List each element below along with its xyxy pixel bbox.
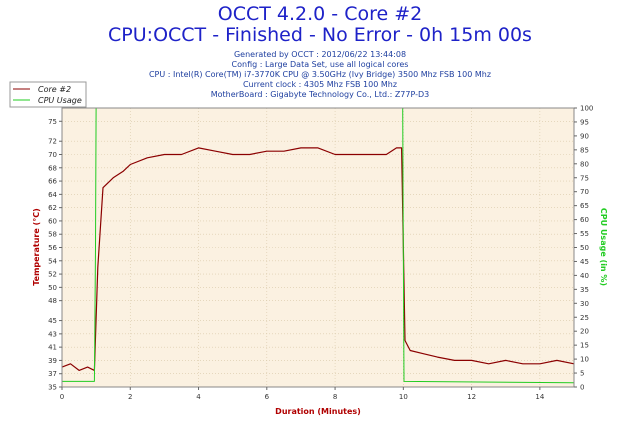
y-tick-label: 37 [48,370,57,378]
y-tick-label: 52 [48,271,57,279]
y2-tick-label: 10 [580,356,589,364]
x-tick-label: 2 [128,393,132,401]
y-tick-label: 70 [48,151,57,159]
y-tick-label: 60 [48,217,57,225]
y2-tick-label: 100 [580,105,593,113]
x-tick-label: 14 [535,393,544,401]
y-tick-label: 62 [48,204,57,212]
y2-tick-label: 95 [580,118,589,126]
legend-box [9,81,87,108]
y2-tick-label: 65 [580,202,589,210]
info-motherboard: MotherBoard : Gigabyte Technology Co., L… [210,90,430,99]
y-tick-label: 43 [48,330,57,338]
y-tick-label: 66 [48,178,57,186]
chart-subtitle: CPU:OCCT - Finished - No Error - 0h 15m … [108,24,532,46]
y-tick-label: 50 [48,284,57,292]
info-cpu: CPU : Intel(R) Core(TM) i7-3770K CPU @ 3… [148,70,492,79]
y-axis-label: Temperature (°C) [32,208,41,286]
y2-tick-label: 30 [580,300,589,308]
x-tick-label: 8 [333,393,337,401]
y2-tick-label: 70 [580,188,589,196]
tick-layer: 0 2 4 6 8 10 12 1435373941434548505254565860626… [48,105,593,402]
info-clock: Current clock : 4305 Mhz FSB 100 Mhz [242,80,398,89]
x-tick-label: 12 [467,393,476,401]
y2-tick-label: 75 [580,174,589,182]
y-tick-label: 39 [48,357,57,365]
legend-cpu-label: CPU Usage [38,96,82,105]
y2-tick-label: 25 [580,314,589,322]
y-tick-label: 75 [48,118,57,126]
y2-tick-label: 80 [580,160,589,168]
y2-tick-label: 85 [580,146,589,154]
y2-tick-label: 5 [580,370,584,378]
legend-core-label: Core #2 [38,85,71,94]
y-tick-label: 64 [48,191,57,199]
y2-tick-label: 45 [580,258,589,266]
x-tick-label: 4 [196,393,201,401]
y-tick-label: 35 [48,384,57,392]
y2-tick-label: 0 [580,384,584,392]
y-tick-label: 56 [48,244,57,252]
y2-tick-label: 15 [580,342,589,350]
x-tick-label: 0 [60,393,64,401]
x-tick-label: 6 [265,393,270,401]
info-generated: Generated by OCCT : 2012/06/22 13:44:08 [233,50,407,59]
x-tick-label: 10 [399,393,408,401]
y-tick-label: 54 [48,257,57,265]
x-axis-label: Duration (Minutes) [275,407,361,416]
y-tick-label: 68 [48,164,57,172]
y-tick-label: 41 [48,344,57,352]
info-config: Config : Large Data Set, use all logical… [231,60,409,69]
grid [61,108,574,388]
y2-axis-label: CPU Usage (in %) [599,208,608,286]
legend: Core #2 CPU Usage [9,81,87,108]
y2-tick-label: 60 [580,216,589,224]
y2-tick-label: 35 [580,286,589,294]
series-core-line [61,147,575,371]
y2-tick-label: 55 [580,230,589,238]
y2-tick-label: 90 [580,132,589,140]
y2-tick-label: 40 [580,272,589,280]
y-tick-label: 45 [48,317,57,325]
chart-title: OCCT 4.2.0 - Core #2 [217,3,423,25]
y2-tick-label: 20 [580,328,589,336]
y2-tick-label: 50 [580,244,589,252]
y-tick-label: 72 [48,138,57,146]
y-tick-label: 48 [48,297,57,305]
y-tick-label: 58 [48,231,57,239]
